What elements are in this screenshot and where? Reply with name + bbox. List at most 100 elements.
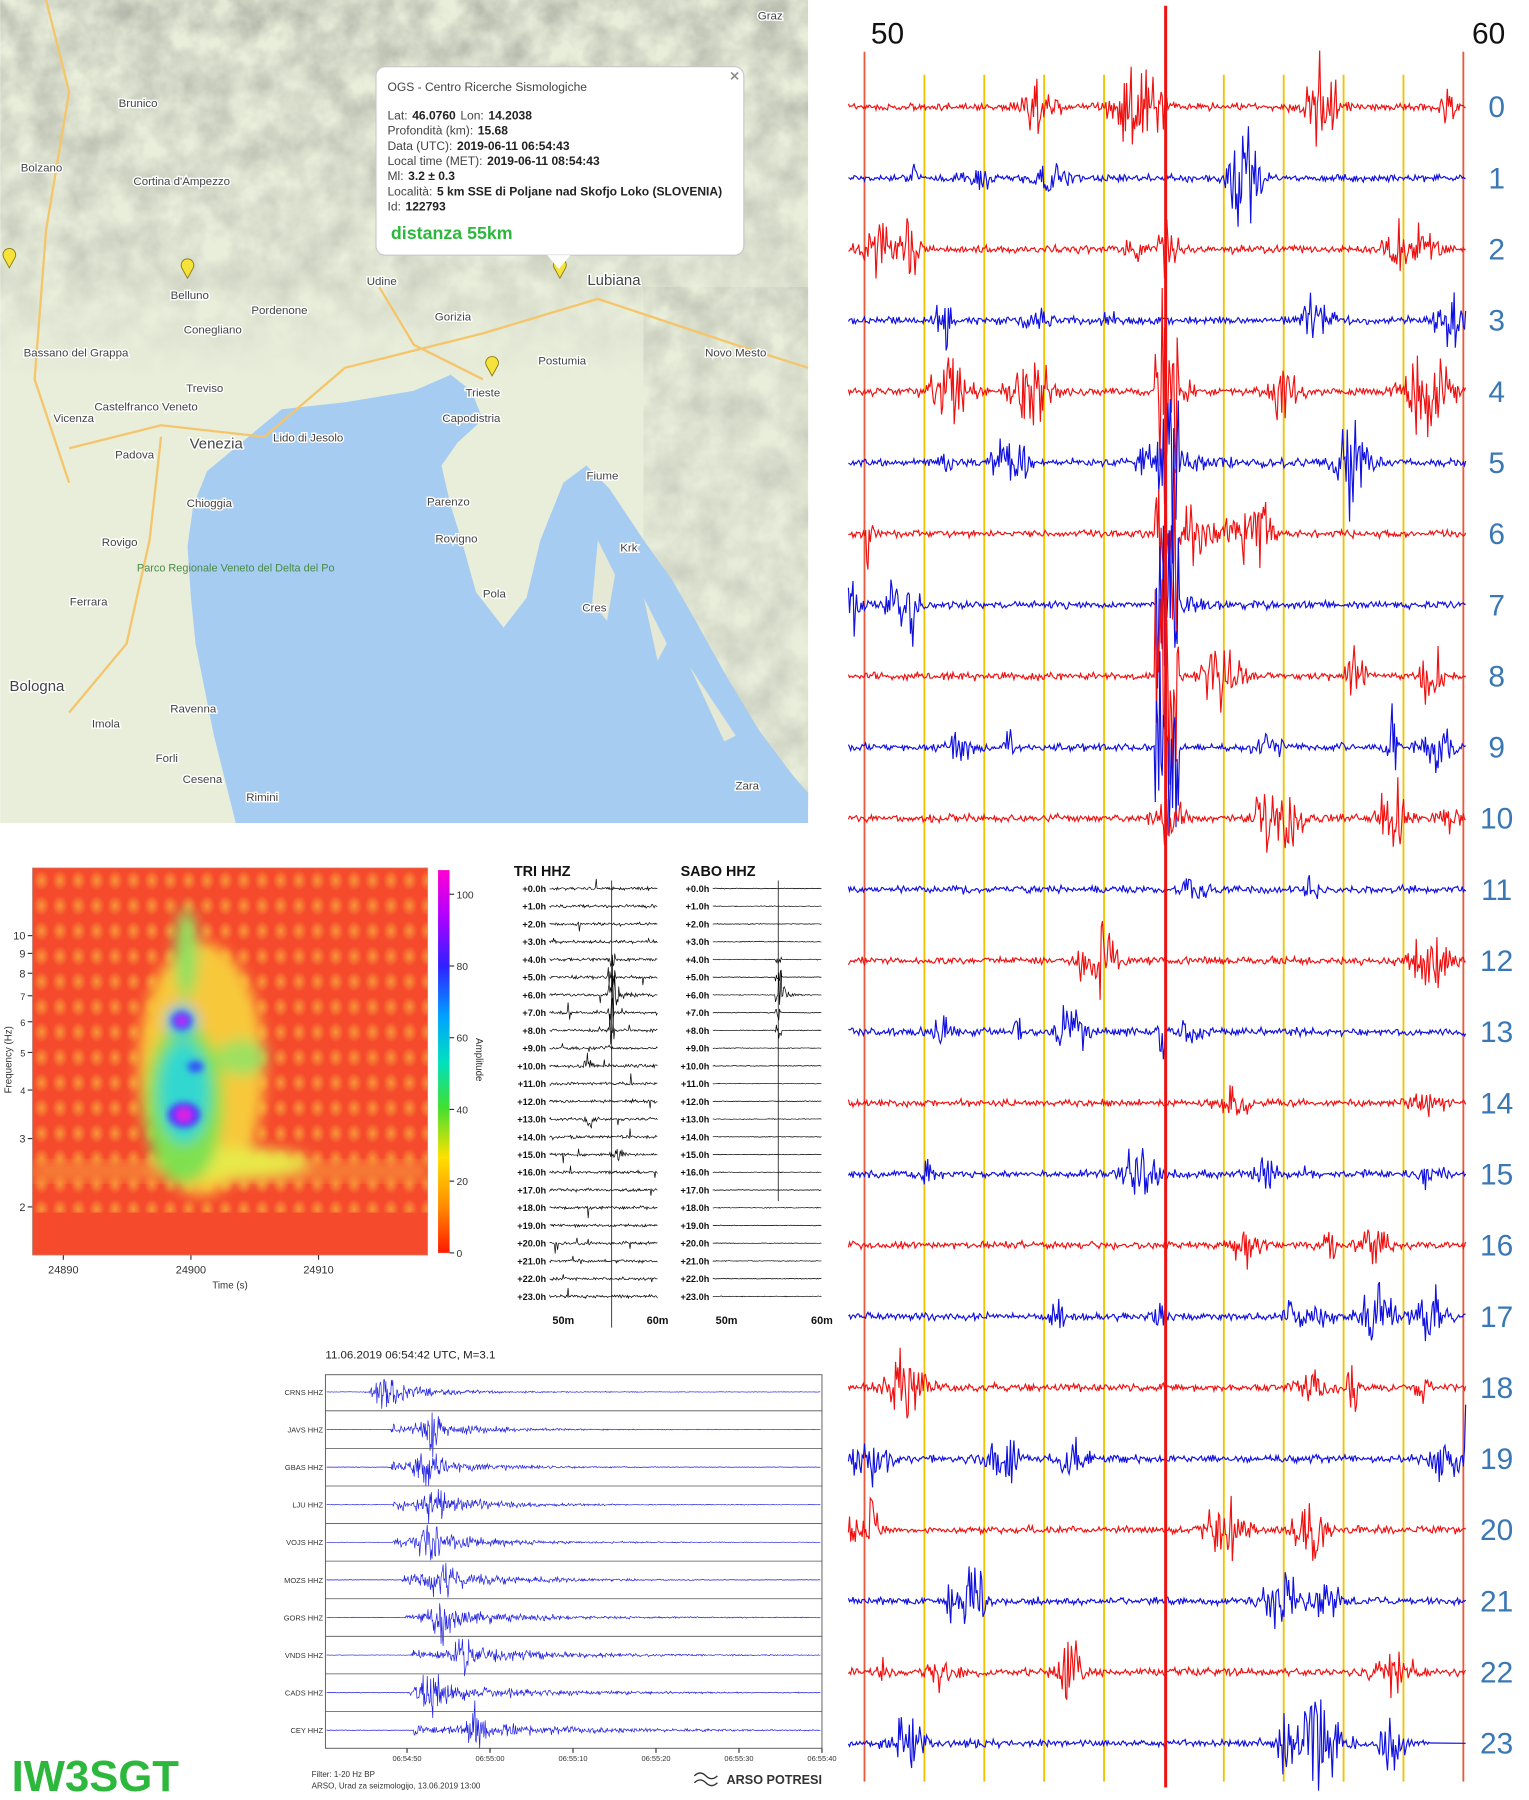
map-pin[interactable] (485, 356, 499, 377)
hour-offset-label: +23.0h (680, 1292, 709, 1302)
hour-offset-label: +9.0h (686, 1044, 710, 1054)
hour-label: 4 (1488, 376, 1505, 409)
map-place-label: Lido di Jesolo (273, 432, 343, 444)
energy-peak (177, 1016, 187, 1026)
x-tick-label: 24910 (303, 1265, 333, 1277)
time-label: 60m (647, 1315, 669, 1327)
arso-logo: ARSO POTRESI (727, 1773, 822, 1787)
map-place-label: Fiume (586, 470, 618, 482)
map-place-label: Rimini (246, 792, 278, 804)
hour-offset-label: +6.0h (686, 990, 710, 1000)
hour-label: 11 (1481, 874, 1512, 907)
hour-label: 13 (1480, 1016, 1513, 1049)
y-tick-label: 10 (13, 931, 25, 943)
station-trace (712, 956, 822, 964)
record-trace (326, 1673, 821, 1719)
helicorder: 50 60012345678910111213141516171819202122… (847, 5, 1513, 1791)
hour-offset-label: +6.0h (522, 990, 546, 1000)
hour-label: 20 (1480, 1514, 1513, 1547)
hour-offset-label: +12.0h (680, 1097, 709, 1107)
time-tick-label: 06:55:30 (724, 1754, 753, 1763)
hour-label: 16 (1480, 1230, 1513, 1263)
trace (848, 1005, 1467, 1060)
hour-label: 14 (1480, 1087, 1513, 1120)
minute-label: 50 (871, 18, 904, 51)
station-trace (549, 903, 658, 909)
station-trace (712, 969, 822, 1005)
popup-line: Lat: 46.0760 Lon: 14.2038 (387, 109, 532, 123)
map-place-label: Forli (156, 753, 178, 765)
station-trace (549, 997, 658, 1023)
energy-peak (187, 1060, 204, 1073)
map-place-label: Venezia (190, 435, 244, 452)
hour-label: 5 (1488, 447, 1505, 480)
map-park-label: Parco Regionale Veneto del Delta del Po (137, 562, 335, 574)
record-trace (326, 1562, 821, 1598)
hour-offset-label: +23.0h (517, 1292, 546, 1302)
map-place-label: Parenzo (427, 497, 470, 509)
station-label: VOJS HHZ (286, 1538, 323, 1547)
popup-close[interactable] (730, 71, 739, 80)
energy-peak (175, 1108, 193, 1122)
y-tick-label: 9 (19, 948, 25, 960)
map-place-label: Cesena (183, 774, 223, 786)
station-trace (712, 1295, 822, 1298)
hour-offset-label: +10.0h (517, 1061, 546, 1071)
map-place-label: Ravenna (170, 704, 217, 716)
map-pin[interactable] (180, 258, 195, 280)
hour-offset-label: +17.0h (517, 1185, 546, 1195)
trace (847, 1495, 1466, 1562)
trace (847, 921, 1466, 1000)
hour-offset-label: +3.0h (522, 937, 546, 947)
hour-offset-label: +19.0h (517, 1221, 546, 1231)
station-trace (549, 1205, 658, 1219)
y-tick-label: 2 (19, 1202, 25, 1214)
station-trace (549, 1014, 658, 1045)
trace (847, 638, 1467, 834)
station-trace (549, 1043, 658, 1052)
trace (847, 1085, 1467, 1117)
hour-offset-label: +22.0h (517, 1274, 546, 1284)
station-trace (549, 1052, 658, 1070)
minute-label: 60 (1472, 18, 1505, 51)
popup-field-label: Lon: (460, 109, 483, 123)
map-place-label: Zara (735, 781, 759, 793)
colorbar-tick-label: 40 (456, 1105, 468, 1116)
time-label: 50m (552, 1315, 574, 1327)
hour-offset-label: +22.0h (680, 1274, 709, 1284)
map-place-label: Padova (115, 450, 155, 462)
hour-offset-label: +15.0h (680, 1150, 709, 1160)
hour-offset-label: +18.0h (680, 1203, 709, 1213)
time-label: 60m (811, 1315, 833, 1327)
map-pin[interactable] (2, 248, 17, 269)
colorbar-tick-label: 100 (456, 890, 473, 901)
trace (847, 1404, 1467, 1488)
hour-offset-label: +7.0h (522, 1008, 546, 1018)
station-trace (549, 1148, 658, 1164)
trace (847, 579, 1466, 785)
hour-offset-label: +5.0h (522, 973, 546, 983)
hour-offset-label: +10.0h (680, 1061, 709, 1071)
hour-offset-label: +13.0h (680, 1115, 709, 1125)
map-place-label: Bassano del Grappa (24, 347, 129, 359)
station-trace (712, 1224, 822, 1227)
trace (847, 50, 1466, 147)
hour-offset-label: +20.0h (517, 1239, 546, 1249)
hour-offset-label: +11.0h (681, 1079, 710, 1089)
popup-field-value: 2019-06-11 08:54:43 (487, 154, 600, 168)
hour-offset-label: +7.0h (686, 1008, 710, 1018)
popup-line: Profondità (km): 15.68 (387, 124, 508, 138)
time-label: 50m (716, 1315, 738, 1327)
popup-field-label: Ml: (387, 169, 403, 183)
popup-field-label: Local time (MET): (387, 154, 482, 168)
road (68, 297, 809, 450)
hour-label: 19 (1480, 1443, 1513, 1476)
hour-offset-label: +2.0h (522, 919, 546, 929)
station-trace (549, 937, 658, 945)
station-trace (549, 959, 658, 1032)
y-axis-label: Frequency (Hz) (4, 1026, 15, 1093)
hour-offset-label: +0.0h (522, 884, 546, 894)
hour-offset-label: +1.0h (686, 902, 710, 912)
hour-offset-label: +20.0h (680, 1239, 709, 1249)
record-trace (326, 1524, 821, 1561)
